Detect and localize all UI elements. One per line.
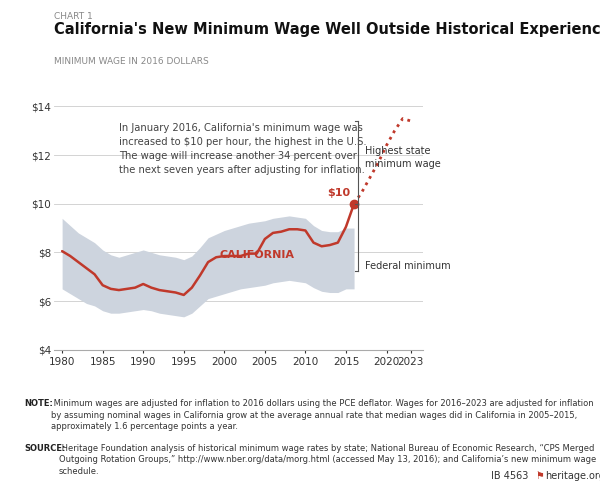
Text: MINIMUM WAGE IN 2016 DOLLARS: MINIMUM WAGE IN 2016 DOLLARS xyxy=(54,57,209,65)
Text: ⚑: ⚑ xyxy=(536,471,545,481)
Text: heritage.org: heritage.org xyxy=(545,471,600,481)
Text: NOTE:: NOTE: xyxy=(24,399,53,408)
Text: Minimum wages are adjusted for inflation to 2016 dollars using the PCE deflator.: Minimum wages are adjusted for inflation… xyxy=(51,399,593,431)
Text: California's New Minimum Wage Well Outside Historical Experience: California's New Minimum Wage Well Outsi… xyxy=(54,22,600,37)
Text: Heritage Foundation analysis of historical minimum wage rates by state; National: Heritage Foundation analysis of historic… xyxy=(59,444,596,476)
Text: Highest state
minimum wage: Highest state minimum wage xyxy=(365,146,441,169)
Text: Federal minimum: Federal minimum xyxy=(365,261,451,271)
Text: In January 2016, California's minimum wage was
increased to $10 per hour, the hi: In January 2016, California's minimum wa… xyxy=(119,124,367,176)
Text: CHART 1: CHART 1 xyxy=(54,12,93,21)
Text: CALIFORNIA: CALIFORNIA xyxy=(219,250,294,260)
Text: IB 4563: IB 4563 xyxy=(491,471,528,481)
Text: SOURCE:: SOURCE: xyxy=(24,444,65,453)
Text: $10: $10 xyxy=(327,187,350,197)
